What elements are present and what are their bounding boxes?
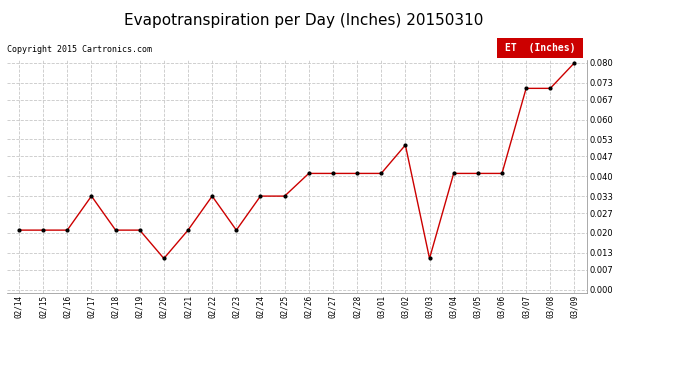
- Text: ET  (Inches): ET (Inches): [504, 43, 575, 53]
- Text: Evapotranspiration per Day (Inches) 20150310: Evapotranspiration per Day (Inches) 2015…: [124, 13, 483, 28]
- Text: Copyright 2015 Cartronics.com: Copyright 2015 Cartronics.com: [7, 45, 152, 54]
